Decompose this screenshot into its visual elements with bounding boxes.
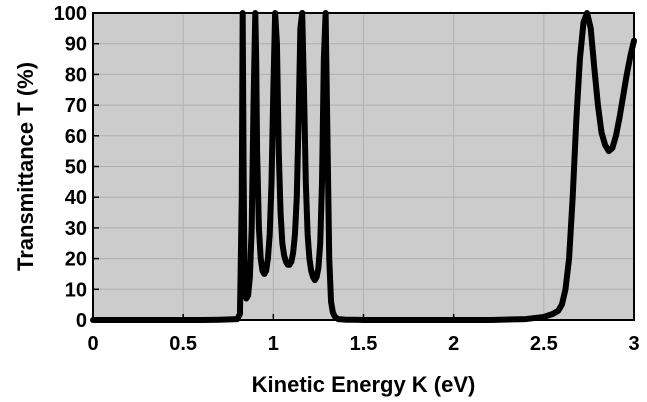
y-tick-label: 0: [76, 310, 87, 332]
transmittance-line: [90, 10, 637, 323]
x-tick-label: 0.5: [169, 333, 197, 355]
x-tick-label: 2.5: [530, 333, 558, 355]
y-axis: 0 10 20 30 40 50 60 70 80 90 100: [54, 3, 99, 332]
y-tick-label: 10: [65, 279, 87, 301]
x-tick-label: 3: [628, 333, 639, 355]
y-tick-label: 40: [65, 187, 87, 209]
x-axis-title: Kinetic Energy K (eV): [252, 372, 476, 397]
y-tick-label: 80: [65, 64, 87, 86]
x-tick-label: 1.5: [350, 333, 378, 355]
y-tick-label: 100: [54, 3, 87, 25]
x-tick-label: 2: [448, 333, 459, 355]
y-tick-label: 50: [65, 157, 87, 179]
y-tick-label: 60: [65, 126, 87, 148]
x-axis: 0 0.5 1 1.5 2 2.5 3: [87, 314, 640, 355]
x-tick-label: 0: [87, 333, 98, 355]
y-tick-label: 20: [65, 249, 87, 271]
y-tick-label: 90: [65, 34, 87, 56]
y-tick-label: 70: [65, 95, 87, 117]
y-tick-label: 30: [65, 218, 87, 240]
x-tick-label: 1: [268, 333, 279, 355]
y-axis-title: Transmittance T (%): [13, 62, 38, 271]
